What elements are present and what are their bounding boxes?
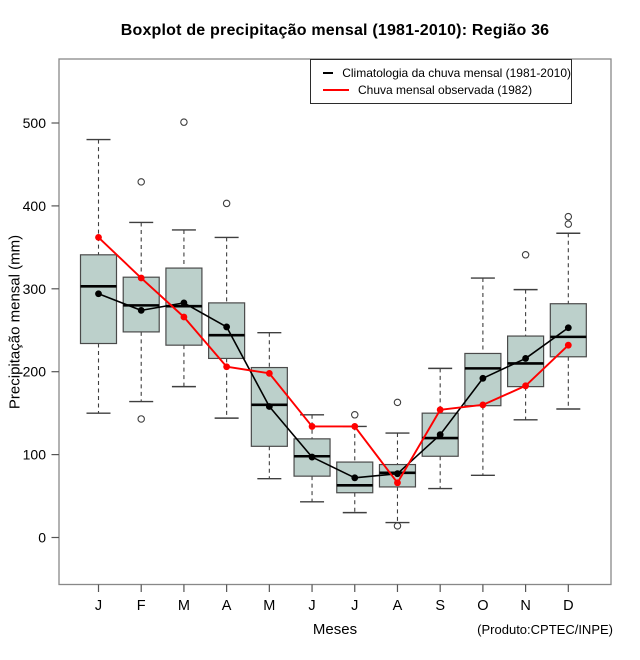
series-point bbox=[308, 453, 316, 461]
x-axis-label: Meses bbox=[312, 621, 358, 638]
series-point bbox=[95, 290, 102, 298]
boxplot-month-5 bbox=[250, 332, 288, 480]
legend-item-observed: Chuva mensal observada (1982) bbox=[323, 83, 571, 97]
series-point bbox=[137, 274, 145, 282]
climatology-line-swatch bbox=[323, 72, 334, 74]
x-tick-label: S bbox=[435, 598, 445, 614]
y-tick-label: 100 bbox=[23, 447, 47, 463]
outlier-point bbox=[137, 178, 145, 186]
y-tick-label: 0 bbox=[38, 530, 46, 546]
climatology-series bbox=[95, 290, 572, 482]
outlier-point bbox=[222, 199, 231, 208]
series-point bbox=[180, 313, 188, 321]
footer-note: (Produto:CPTEC/INPE) bbox=[477, 622, 613, 637]
series-point bbox=[436, 431, 444, 439]
chart-title: Boxplot de precipitação mensal (1981-201… bbox=[120, 22, 550, 39]
series-point bbox=[95, 234, 102, 241]
y-tick-label: 300 bbox=[23, 281, 47, 297]
series-point bbox=[564, 324, 572, 332]
boxplot-month-8 bbox=[378, 398, 417, 530]
outlier-point bbox=[393, 522, 402, 530]
series-point bbox=[479, 374, 487, 382]
series-point bbox=[308, 423, 316, 430]
x-tick-label: M bbox=[178, 598, 190, 614]
outlier-point bbox=[137, 415, 145, 423]
series-point bbox=[394, 479, 401, 487]
series-point bbox=[180, 299, 188, 307]
series-point bbox=[351, 423, 359, 430]
series-point bbox=[522, 355, 529, 362]
x-tick-label: J bbox=[95, 598, 102, 614]
series-point bbox=[564, 341, 572, 349]
y-axis: 0 100 200 300 400 500 bbox=[23, 115, 59, 546]
x-tick-label: J bbox=[308, 598, 315, 614]
boxplot-month-12 bbox=[549, 212, 587, 410]
x-tick-label: F bbox=[137, 598, 146, 614]
boxplot-month-4 bbox=[208, 199, 246, 419]
legend-box: Climatologia da chuva mensal (1981-2010)… bbox=[310, 59, 572, 104]
outlier-point bbox=[180, 118, 188, 126]
observed-line-swatch bbox=[323, 89, 349, 91]
y-tick-label: 400 bbox=[23, 198, 47, 214]
x-tick-label: A bbox=[393, 598, 403, 614]
series-line bbox=[98, 293, 569, 479]
x-tick-label: M bbox=[263, 598, 275, 614]
outlier-point bbox=[521, 251, 530, 259]
y-tick-label: 200 bbox=[23, 364, 47, 380]
x-tick-label: J bbox=[351, 598, 358, 614]
legend-label-climatology: Climatologia da chuva mensal (1981-2010) bbox=[342, 66, 571, 80]
boxplot-month-11 bbox=[507, 251, 545, 421]
x-tick-label: A bbox=[222, 598, 232, 614]
legend-label-observed: Chuva mensal observada (1982) bbox=[358, 83, 533, 97]
series-point bbox=[265, 403, 273, 410]
series-point bbox=[265, 369, 273, 377]
boxplot-month-2 bbox=[122, 178, 160, 423]
series-point bbox=[394, 470, 401, 478]
outlier-point bbox=[564, 212, 573, 221]
series-point bbox=[223, 323, 231, 331]
legend-item-climatology: Climatologia da chuva mensal (1981-2010) bbox=[323, 66, 571, 80]
observed-series bbox=[95, 234, 572, 487]
outlier-point bbox=[564, 220, 573, 228]
x-tick-label: O bbox=[477, 598, 488, 614]
series-point bbox=[522, 382, 529, 390]
series-point bbox=[137, 306, 145, 314]
series-point bbox=[351, 474, 359, 482]
boxplot-month-1 bbox=[79, 138, 118, 414]
series-point bbox=[223, 363, 231, 371]
boxplot-month-3 bbox=[165, 118, 203, 388]
y-tick-label: 500 bbox=[23, 115, 47, 131]
outlier-point bbox=[351, 411, 359, 419]
boxplot-month-9 bbox=[421, 367, 459, 490]
x-tick-label: D bbox=[563, 598, 573, 614]
series-point bbox=[479, 401, 487, 409]
x-tick-label: N bbox=[520, 598, 530, 614]
outlier-point bbox=[393, 398, 402, 407]
series-line bbox=[97, 236, 569, 484]
series-point bbox=[436, 406, 444, 414]
